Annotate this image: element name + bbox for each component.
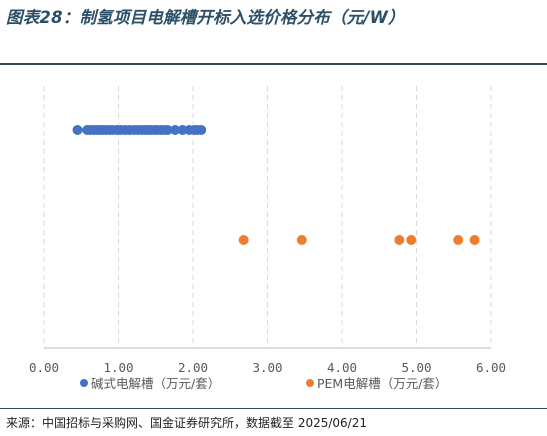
alkaline-point-25 [170, 125, 181, 135]
x-tick-label-5: 5.00 [401, 360, 431, 375]
source-divider [0, 408, 547, 409]
pem-point-1 [296, 235, 307, 245]
x-tick-label-1: 1.00 [103, 360, 133, 375]
alkaline-point-0 [72, 125, 83, 135]
source-note: 来源：中国招标与采购网、国金证券研究所，数据截至 2025/06/21 [6, 416, 367, 430]
alkaline-point-30 [196, 125, 207, 135]
title-divider [0, 63, 547, 65]
figure-title: 图表28：制氢项目电解槽开标入选价格分布（元/W） [6, 8, 405, 27]
legend-pem-label: PEM电解槽（万元/套） [317, 376, 447, 391]
x-tick-label-6: 6.00 [476, 360, 506, 375]
pem-point-5 [469, 235, 480, 245]
legend-alkaline-marker [80, 379, 88, 387]
legend-pem-marker [306, 379, 314, 387]
pem-point-4 [453, 235, 464, 245]
legend-alkaline-label: 碱式电解槽（万元/套） [91, 376, 220, 391]
x-tick-label-3: 3.00 [252, 360, 282, 375]
x-tick-label-0: 0.00 [29, 360, 59, 375]
alkaline-point-24 [162, 125, 173, 135]
pem-point-3 [406, 235, 417, 245]
x-tick-label-4: 4.00 [327, 360, 357, 375]
pem-point-2 [394, 235, 405, 245]
x-tick-label-2: 2.00 [178, 360, 208, 375]
pem-point-0 [238, 235, 249, 245]
